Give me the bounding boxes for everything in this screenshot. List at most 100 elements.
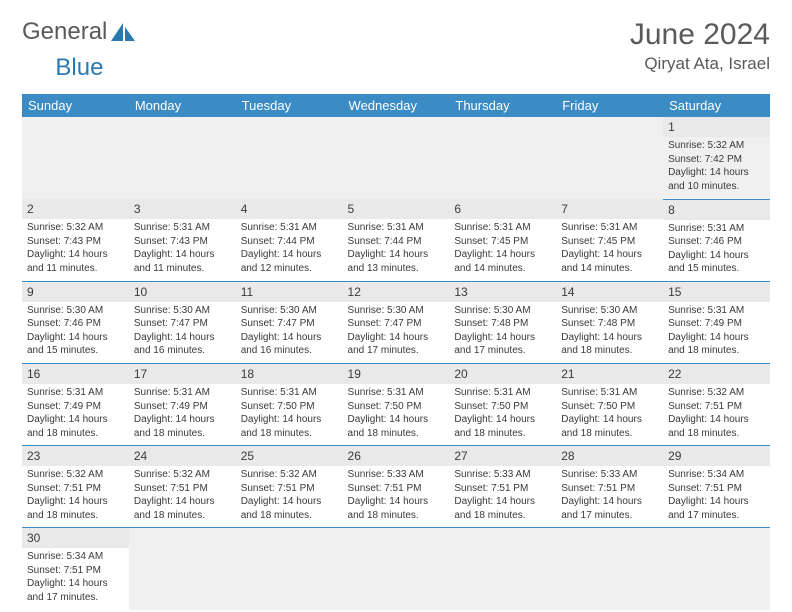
day-number: 27 [449, 446, 556, 466]
sunset-text: Sunset: 7:47 PM [134, 317, 231, 331]
sunset-text: Sunset: 7:51 PM [27, 482, 124, 496]
sunset-text: Sunset: 7:42 PM [668, 153, 765, 167]
calendar-head: SundayMondayTuesdayWednesdayThursdayFrid… [22, 94, 770, 117]
calendar-cell: 1Sunrise: 5:32 AMSunset: 7:42 PMDaylight… [663, 117, 770, 199]
calendar-cell [129, 117, 236, 199]
daylight-text: Daylight: 14 hours and 11 minutes. [134, 248, 231, 275]
calendar-cell: 24Sunrise: 5:32 AMSunset: 7:51 PMDayligh… [129, 446, 236, 528]
daylight-text: Daylight: 14 hours and 18 minutes. [668, 413, 765, 440]
sunrise-text: Sunrise: 5:31 AM [134, 386, 231, 400]
brand-part2: Blue [55, 54, 103, 82]
sunset-text: Sunset: 7:50 PM [348, 400, 445, 414]
daylight-text: Daylight: 14 hours and 18 minutes. [348, 495, 445, 522]
calendar-cell: 13Sunrise: 5:30 AMSunset: 7:48 PMDayligh… [449, 281, 556, 363]
sunset-text: Sunset: 7:46 PM [668, 235, 765, 249]
daylight-text: Daylight: 14 hours and 10 minutes. [668, 166, 765, 193]
sunset-text: Sunset: 7:45 PM [561, 235, 658, 249]
sunset-text: Sunset: 7:51 PM [561, 482, 658, 496]
sunrise-text: Sunrise: 5:31 AM [348, 221, 445, 235]
calendar-cell: 8 Sunrise: 5:31 AMSunset: 7:46 PMDaylight… [663, 199, 770, 281]
day-number: 3 [129, 199, 236, 219]
sunset-text: Sunset: 7:51 PM [668, 400, 765, 414]
calendar-cell: 3Sunrise: 5:31 AMSunset: 7:43 PMDaylight… [129, 199, 236, 281]
sunrise-text: Sunrise: 5:32 AM [668, 139, 765, 153]
day-number: 29 [663, 446, 770, 466]
daylight-text: Daylight: 14 hours and 18 minutes. [241, 413, 338, 440]
day-number: 7 [556, 199, 663, 219]
calendar-cell: 4Sunrise: 5:31 AMSunset: 7:44 PMDaylight… [236, 199, 343, 281]
calendar-cell: 28Sunrise: 5:33 AMSunset: 7:51 PMDayligh… [556, 446, 663, 528]
calendar-cell: 10 Sunrise: 5:30 AMSunset: 7:47 PMDayligh… [129, 281, 236, 363]
weekday-header: Tuesday [236, 94, 343, 117]
calendar-cell: 9Sunrise: 5:30 AMSunset: 7:46 PMDaylight… [22, 281, 129, 363]
calendar-cell: 12Sunrise: 5:30 AMSunset: 7:47 PMDayligh… [343, 281, 450, 363]
sunset-text: Sunset: 7:51 PM [454, 482, 551, 496]
sunrise-text: Sunrise: 5:32 AM [668, 386, 765, 400]
weekday-header: Wednesday [343, 94, 450, 117]
sunrise-text: Sunrise: 5:31 AM [668, 304, 765, 318]
weekday-header: Thursday [449, 94, 556, 117]
sunrise-text: Sunrise: 5:32 AM [241, 468, 338, 482]
sunrise-text: Sunrise: 5:31 AM [348, 386, 445, 400]
calendar-cell [449, 117, 556, 199]
calendar-cell [22, 117, 129, 199]
day-number: 10 [129, 282, 236, 302]
weekday-header: Friday [556, 94, 663, 117]
calendar-cell: 20Sunrise: 5:31 AMSunset: 7:50 PMDayligh… [449, 363, 556, 445]
day-number: 9 [22, 282, 129, 302]
sunrise-text: Sunrise: 5:31 AM [241, 386, 338, 400]
calendar-cell: 11Sunrise: 5:30 AMSunset: 7:47 PMDayligh… [236, 281, 343, 363]
daylight-text: Daylight: 14 hours and 18 minutes. [561, 413, 658, 440]
sunset-text: Sunset: 7:43 PM [134, 235, 231, 249]
daylight-text: Daylight: 14 hours and 17 minutes. [668, 495, 765, 522]
calendar-cell: 29Sunrise: 5:34 AMSunset: 7:51 PMDayligh… [663, 446, 770, 528]
sunrise-text: Sunrise: 5:30 AM [561, 304, 658, 318]
day-number: 14 [556, 282, 663, 302]
calendar-cell: 22Sunrise: 5:32 AMSunset: 7:51 PMDayligh… [663, 363, 770, 445]
calendar-cell [236, 117, 343, 199]
brand-logo: General [22, 18, 137, 46]
day-number: 21 [556, 364, 663, 384]
sunset-text: Sunset: 7:51 PM [241, 482, 338, 496]
sunrise-text: Sunrise: 5:30 AM [134, 304, 231, 318]
day-number: 8 [663, 200, 770, 220]
sunrise-text: Sunrise: 5:31 AM [27, 386, 124, 400]
daylight-text: Daylight: 14 hours and 15 minutes. [668, 249, 765, 276]
sunrise-text: Sunrise: 5:33 AM [454, 468, 551, 482]
daylight-text: Daylight: 14 hours and 11 minutes. [27, 248, 124, 275]
calendar-cell: 15Sunrise: 5:31 AMSunset: 7:49 PMDayligh… [663, 281, 770, 363]
daylight-text: Daylight: 14 hours and 18 minutes. [668, 331, 765, 358]
sunrise-text: Sunrise: 5:31 AM [668, 222, 765, 236]
sunset-text: Sunset: 7:50 PM [561, 400, 658, 414]
sunrise-text: Sunrise: 5:32 AM [134, 468, 231, 482]
daylight-text: Daylight: 14 hours and 14 minutes. [561, 248, 658, 275]
daylight-text: Daylight: 14 hours and 15 minutes. [27, 331, 124, 358]
sunrise-text: Sunrise: 5:31 AM [241, 221, 338, 235]
sunrise-text: Sunrise: 5:33 AM [561, 468, 658, 482]
calendar-cell [343, 117, 450, 199]
calendar-cell: 2Sunrise: 5:32 AMSunset: 7:43 PMDaylight… [22, 199, 129, 281]
sunset-text: Sunset: 7:49 PM [27, 400, 124, 414]
month-title: June 2024 [630, 18, 770, 52]
daylight-text: Daylight: 14 hours and 14 minutes. [454, 248, 551, 275]
daylight-text: Daylight: 14 hours and 17 minutes. [454, 331, 551, 358]
daylight-text: Daylight: 14 hours and 12 minutes. [241, 248, 338, 275]
day-number: 25 [236, 446, 343, 466]
calendar-cell [236, 528, 343, 610]
sunset-text: Sunset: 7:47 PM [241, 317, 338, 331]
day-number: 20 [449, 364, 556, 384]
brand-part1: General [22, 18, 107, 46]
sunrise-text: Sunrise: 5:34 AM [668, 468, 765, 482]
calendar-cell: 16Sunrise: 5:31 AMSunset: 7:49 PMDayligh… [22, 363, 129, 445]
sunset-text: Sunset: 7:50 PM [241, 400, 338, 414]
daylight-text: Daylight: 14 hours and 18 minutes. [241, 495, 338, 522]
day-number: 17 [129, 364, 236, 384]
weekday-header: Monday [129, 94, 236, 117]
daylight-text: Daylight: 14 hours and 16 minutes. [134, 331, 231, 358]
day-number: 12 [343, 282, 450, 302]
sunset-text: Sunset: 7:44 PM [241, 235, 338, 249]
calendar-cell [663, 528, 770, 610]
sunrise-text: Sunrise: 5:30 AM [27, 304, 124, 318]
sunset-text: Sunset: 7:45 PM [454, 235, 551, 249]
sunrise-text: Sunrise: 5:30 AM [348, 304, 445, 318]
